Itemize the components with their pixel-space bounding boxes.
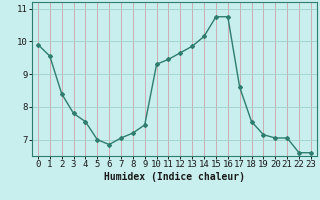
X-axis label: Humidex (Indice chaleur): Humidex (Indice chaleur) [104, 172, 245, 182]
